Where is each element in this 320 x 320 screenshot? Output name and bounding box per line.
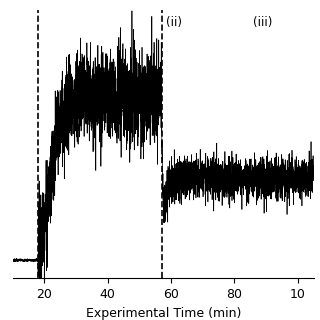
- X-axis label: Experimental Time (min): Experimental Time (min): [85, 307, 241, 320]
- Text: (ii): (ii): [166, 16, 182, 29]
- Text: (iii): (iii): [253, 16, 273, 29]
